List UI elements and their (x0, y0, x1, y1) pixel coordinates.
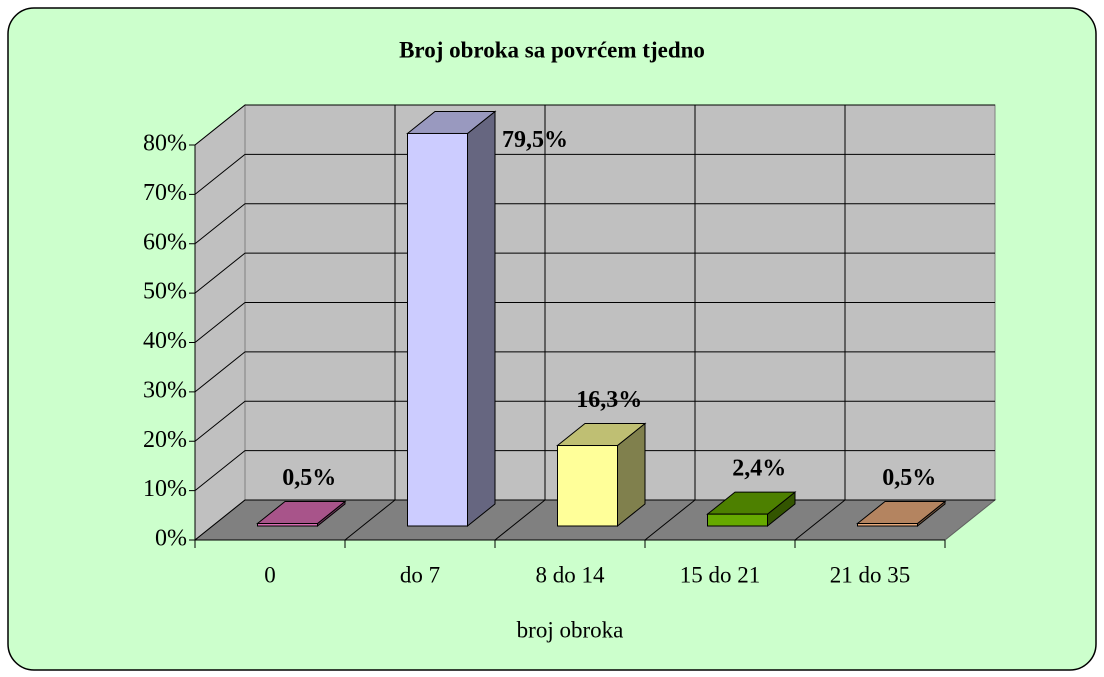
y-tick-label: 40% (143, 328, 187, 354)
x-axis-label: broj obroka (517, 617, 624, 642)
grid-line (194, 351, 995, 393)
y-tick-label: 80% (143, 131, 187, 157)
value-label: 79,5% (502, 127, 568, 153)
grid-line (194, 153, 995, 195)
grid-line (194, 400, 995, 442)
value-label: 0,5% (882, 465, 936, 491)
y-tick-label: 0% (155, 526, 187, 552)
y-tick-label: 50% (143, 279, 187, 305)
grid-line (194, 203, 995, 245)
floor-divider (344, 499, 396, 541)
y-tick-label: 60% (143, 229, 187, 255)
bar (857, 523, 918, 527)
bar (707, 513, 768, 527)
y-tick-label: 30% (143, 377, 187, 403)
value-label: 0,5% (282, 465, 336, 491)
x-tick-label: 21 do 35 (830, 562, 911, 587)
value-label: 16,3% (576, 387, 642, 413)
x-tick-label: 15 do 21 (680, 562, 761, 587)
bar (557, 445, 618, 527)
bar (257, 523, 318, 527)
floor-divider (494, 499, 546, 541)
bar-side (467, 110, 496, 528)
floor-divider (644, 499, 696, 541)
x-tick-label: 8 do 14 (536, 562, 606, 587)
grid-line (194, 252, 995, 294)
chart-title: Broj obroka sa povrćem tjedno (399, 37, 705, 62)
x-tick-label: do 7 (400, 562, 440, 587)
value-label: 2,4% (732, 456, 786, 482)
y-tick-label: 70% (143, 180, 187, 206)
y-tick-label: 20% (143, 427, 187, 453)
grid-line (194, 450, 995, 492)
bar (407, 132, 468, 527)
grid-line (194, 104, 995, 146)
x-tick-label: 0 (264, 562, 276, 587)
floor-divider (794, 499, 846, 541)
y-tick-label: 10% (143, 476, 187, 502)
grid-line (194, 302, 995, 343)
